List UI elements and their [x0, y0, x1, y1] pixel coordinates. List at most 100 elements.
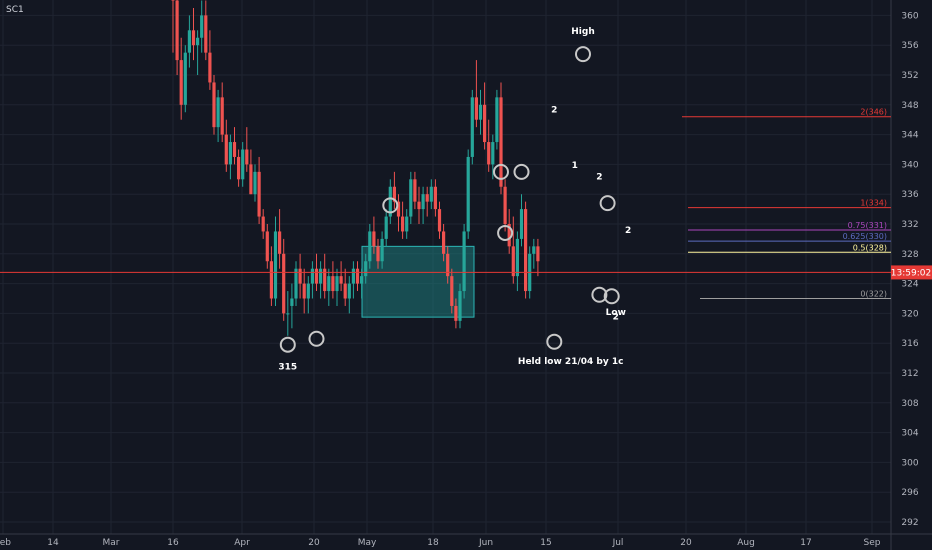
- candle-body: [392, 186, 396, 202]
- candle-body: [429, 186, 433, 202]
- x-tick-label: 14: [47, 538, 59, 548]
- candle-body: [478, 104, 483, 120]
- candle-body: [269, 261, 273, 299]
- y-tick-label: 336: [901, 190, 918, 200]
- candle-body: [401, 216, 405, 232]
- marker-circle: [513, 163, 530, 180]
- candle-body: [491, 142, 495, 165]
- price-axis[interactable]: 292 296 300 304 308 312 316 320 324 328 332 336 340 3…: [901, 11, 918, 528]
- y-tick-label: 308: [901, 399, 918, 409]
- candle-body: [503, 186, 507, 224]
- candle-body: [323, 268, 327, 292]
- candle-body: [245, 149, 249, 165]
- candle-body: [331, 276, 335, 292]
- candle-body: [532, 246, 536, 254]
- x-tick-label: 15: [540, 538, 551, 548]
- time-axis[interactable]: Feb 14 Mar 16 Apr 20 May 18 Jun 15 Jul 20 Aug 17 Sep: [0, 538, 881, 548]
- candle-body: [355, 268, 360, 284]
- candle-body: [228, 142, 232, 165]
- marker-circle: [575, 46, 591, 63]
- candle-body: [487, 142, 491, 165]
- candle-body: [425, 194, 429, 202]
- candle-body: [257, 171, 261, 217]
- x-tick-label: 20: [680, 538, 692, 548]
- current-price-time: 13:59:02: [891, 268, 931, 278]
- candle-body: [433, 186, 437, 210]
- candle-body: [347, 283, 351, 299]
- candle-body: [483, 104, 487, 143]
- candle-body: [327, 276, 331, 292]
- marker-circle: [546, 333, 563, 350]
- y-tick-label: 304: [901, 429, 918, 439]
- candle-body: [224, 134, 228, 165]
- marker-circle: [308, 330, 325, 347]
- candle-body: [409, 179, 413, 217]
- y-tick-label: 324: [901, 280, 918, 290]
- candle-body: [319, 268, 323, 284]
- fib-label: 0.625(330): [843, 232, 887, 241]
- candle-body: [282, 253, 286, 314]
- fib-label: 0.75(331): [848, 221, 887, 230]
- x-tick-label: Apr: [234, 538, 250, 548]
- x-tick-label: Mar: [103, 538, 120, 548]
- y-tick-label: 360: [901, 11, 918, 21]
- y-tick-label: 328: [901, 250, 918, 260]
- candle-body: [298, 268, 302, 284]
- annotation-label: 2: [613, 312, 619, 322]
- candle-body: [261, 216, 265, 232]
- candle-body: [524, 209, 528, 292]
- candle-body: [499, 97, 503, 187]
- fib-label: 2(346): [860, 108, 887, 117]
- annotation-label: 1: [572, 161, 578, 171]
- x-tick-label: May: [358, 538, 377, 548]
- current-price-tag: [891, 265, 932, 280]
- candle-body: [232, 142, 237, 157]
- candle-body: [273, 231, 278, 299]
- candle-body: [368, 231, 372, 262]
- candle-body: [507, 224, 511, 247]
- marker-circle: [497, 224, 514, 241]
- candle-body: [376, 246, 380, 262]
- candle-body: [183, 52, 187, 105]
- candle-body: [208, 52, 212, 83]
- candle-body: [310, 268, 314, 284]
- x-tick-label: Feb: [0, 538, 11, 548]
- annotation-label: Low: [606, 308, 626, 318]
- y-tick-label: 352: [901, 71, 918, 81]
- y-tick-label: 348: [901, 101, 918, 111]
- x-tick-label: Jul: [612, 538, 624, 548]
- marker-circle: [603, 288, 620, 305]
- y-tick-label: 296: [901, 488, 918, 498]
- candle-body: [413, 179, 417, 202]
- candle-body: [437, 209, 442, 232]
- y-tick-label: 332: [901, 220, 918, 230]
- candle-body: [187, 30, 191, 53]
- candle-body: [396, 201, 401, 217]
- annotation-label: 2: [596, 172, 602, 182]
- candle-body: [470, 97, 474, 157]
- candle-body: [405, 216, 409, 232]
- candle-body: [511, 246, 515, 277]
- candle-body: [380, 238, 384, 262]
- annotation-label: 2: [625, 226, 631, 236]
- y-tick-label: 340: [901, 160, 918, 170]
- candle-body: [241, 149, 245, 180]
- candle-body: [335, 276, 339, 292]
- y-tick-label: 292: [901, 518, 918, 528]
- candle-body: [212, 82, 216, 128]
- marker-circle: [493, 163, 509, 180]
- x-tick-label: Aug: [737, 538, 755, 548]
- annotation-label: High: [571, 27, 594, 37]
- candle-body: [384, 216, 388, 239]
- candle-body: [265, 231, 269, 262]
- candle-body: [364, 261, 368, 277]
- fib-label: 0.5(328): [853, 243, 887, 252]
- candle-body: [442, 231, 446, 254]
- candle-body: [474, 97, 478, 120]
- candle-body: [536, 246, 540, 262]
- annotation-label: Held low 21/04 by 1c: [518, 357, 624, 367]
- candle-body: [462, 231, 466, 292]
- candle-body: [417, 201, 421, 210]
- marker-circle: [382, 197, 399, 214]
